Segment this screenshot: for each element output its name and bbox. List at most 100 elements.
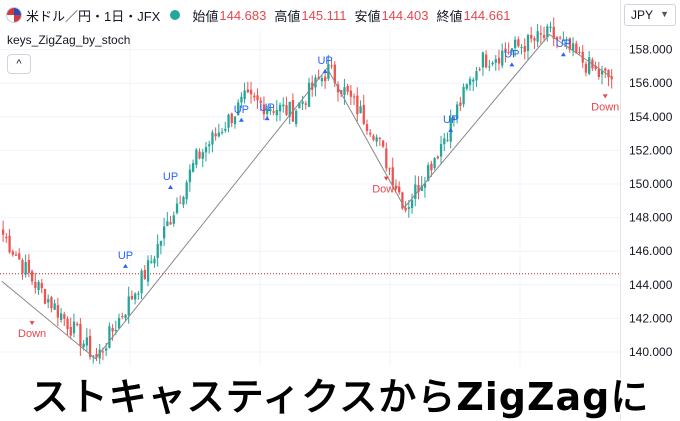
candle xyxy=(481,51,485,76)
candle-body xyxy=(85,337,89,346)
candle xyxy=(66,316,69,336)
candle-body xyxy=(88,335,92,357)
candle-body xyxy=(137,293,140,295)
candle-body xyxy=(523,46,526,52)
candle-body xyxy=(114,330,117,332)
candle xyxy=(172,211,175,227)
candle xyxy=(443,133,446,151)
candle xyxy=(526,33,530,60)
candle xyxy=(59,307,63,323)
candle xyxy=(220,127,224,135)
signal-arrow-up xyxy=(560,52,566,57)
candle-body xyxy=(40,283,43,289)
candle-body xyxy=(459,102,462,106)
candle-body xyxy=(513,39,517,48)
market-status-icon xyxy=(170,10,181,20)
signal-arrow-up xyxy=(448,127,454,132)
candle xyxy=(456,101,459,124)
candle-body xyxy=(385,148,388,169)
candle-body xyxy=(179,202,182,204)
candle-body xyxy=(610,76,613,80)
candle xyxy=(53,299,56,311)
price-chart[interactable]: Down UP UP UP UP UP Down UP UP UP Down xyxy=(0,0,620,420)
candle xyxy=(140,268,143,300)
candle xyxy=(95,347,98,362)
signal-marker: UP xyxy=(556,38,571,57)
y-tick-label: 144.000 xyxy=(629,278,673,292)
candle xyxy=(352,93,356,106)
candle xyxy=(588,50,591,76)
low-value: 144.403 xyxy=(381,7,429,23)
candle xyxy=(249,81,253,104)
candle xyxy=(201,149,204,168)
candle xyxy=(121,312,124,320)
signal-label-down: Down xyxy=(591,101,619,113)
signal-arrow-up xyxy=(122,263,128,268)
candle-body xyxy=(111,328,114,332)
candle xyxy=(34,272,37,294)
candle xyxy=(195,148,198,169)
candle-body xyxy=(301,101,304,104)
candle xyxy=(610,69,613,89)
signal-marker: UP xyxy=(234,104,249,122)
candle-body xyxy=(146,260,150,282)
candle-body xyxy=(56,305,60,318)
candle-body xyxy=(369,132,372,135)
candle xyxy=(43,288,47,305)
candle xyxy=(584,61,588,77)
candle-body xyxy=(517,39,520,47)
signal-marker: Down xyxy=(591,94,619,113)
candle-body xyxy=(607,69,610,78)
candle xyxy=(237,99,240,116)
currency-selector[interactable]: JPY ▼ xyxy=(624,4,676,26)
y-tick-label: 146.000 xyxy=(629,244,673,258)
candle xyxy=(98,343,101,365)
candle-body xyxy=(327,63,330,79)
indicator-name[interactable]: keys_ZigZag_by_stoch xyxy=(7,33,131,47)
candle xyxy=(233,116,237,129)
signal-marker: UP xyxy=(163,171,178,189)
candle xyxy=(381,139,385,149)
candle xyxy=(253,92,256,102)
candle xyxy=(304,100,307,110)
candle xyxy=(37,280,40,295)
candle xyxy=(423,176,427,198)
candle-body xyxy=(30,271,34,282)
candle xyxy=(262,96,266,121)
close-label: 終値 xyxy=(436,8,463,24)
candle-body xyxy=(346,85,349,92)
candle xyxy=(146,255,150,287)
candle xyxy=(417,176,420,200)
candle xyxy=(5,233,8,243)
candle xyxy=(130,290,134,300)
candle-body xyxy=(417,185,420,192)
open-label: 始値 xyxy=(192,8,219,24)
candle-body xyxy=(269,109,272,112)
candle xyxy=(517,36,520,48)
candle xyxy=(468,76,472,91)
candle-body xyxy=(262,104,266,115)
symbol-label[interactable]: 米ドル／円・1日・JFX xyxy=(26,8,161,24)
candle-body xyxy=(227,114,230,128)
candle-body xyxy=(475,71,478,81)
price-axis[interactable]: 158.000 156.000 154.000 152.000 150.000 148.0… xyxy=(620,0,680,420)
candle-body xyxy=(288,101,291,117)
candle xyxy=(523,38,526,60)
candle-body xyxy=(575,43,578,54)
candle-body xyxy=(533,38,536,41)
candle-body xyxy=(50,297,53,309)
candle-body xyxy=(230,113,233,124)
candle-body xyxy=(285,105,288,115)
y-tick-label: 154.000 xyxy=(629,110,673,124)
candle-body xyxy=(597,69,600,77)
candle xyxy=(282,97,285,113)
candle xyxy=(597,61,600,80)
candle-body xyxy=(240,96,243,103)
candle xyxy=(182,195,185,209)
candle-body xyxy=(237,102,240,116)
candle xyxy=(320,74,324,87)
candle-body xyxy=(394,185,398,189)
candle-body xyxy=(420,185,423,191)
candle-body xyxy=(381,140,385,147)
collapse-button[interactable]: ^ xyxy=(7,54,31,74)
